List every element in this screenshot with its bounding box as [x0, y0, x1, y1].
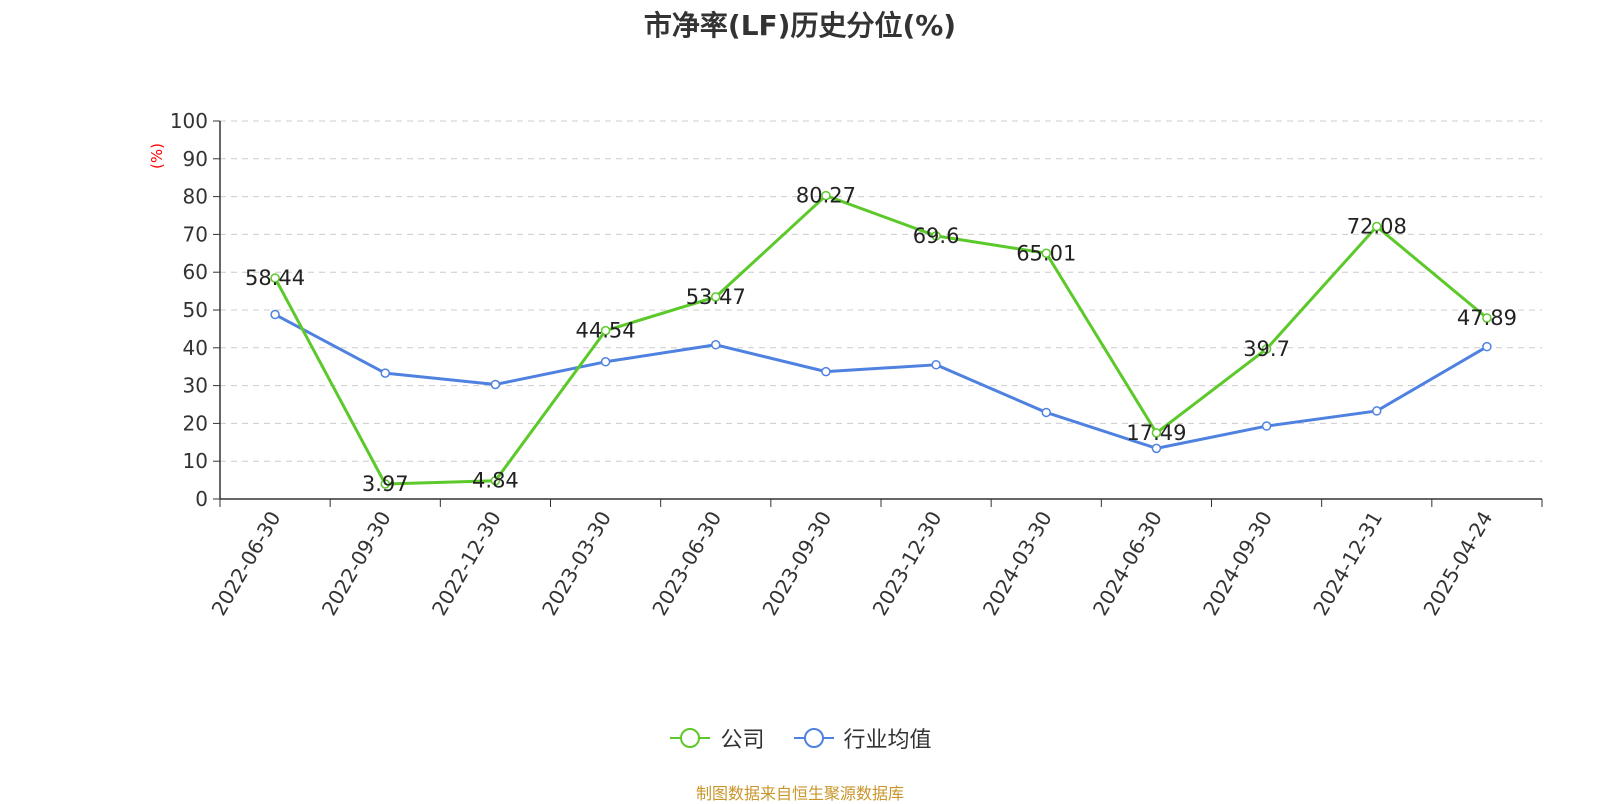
data-point	[1372, 406, 1382, 416]
legend-industry-marker-icon	[793, 728, 834, 748]
y-tick-label: 50	[183, 298, 208, 322]
data-label: 53.47	[686, 285, 746, 309]
x-tick-label: 2023-06-30	[647, 507, 726, 620]
data-label: 17.49	[1126, 421, 1186, 445]
data-point	[1151, 428, 1162, 438]
data-point	[931, 231, 941, 241]
data-point	[711, 340, 721, 350]
data-label: 80.27	[796, 184, 856, 208]
data-point	[1482, 341, 1492, 352]
y-axis-label: (%)	[148, 143, 166, 169]
data-point	[1261, 344, 1272, 354]
data-point	[600, 357, 611, 367]
legend: 公司 行业均值	[0, 722, 1600, 756]
chart-title: 市净率(LF)历史分位(%)	[643, 9, 957, 42]
y-tick-label: 0	[195, 487, 208, 511]
data-point	[490, 475, 501, 486]
legend-label-company: 公司	[720, 728, 765, 753]
x-tick-label: 2022-06-30	[207, 507, 286, 620]
data-point	[1151, 443, 1162, 454]
data-label: 4.84	[472, 469, 519, 493]
y-tick-label: 20	[183, 411, 208, 435]
legend-company-marker-icon	[670, 728, 711, 748]
data-label: 3.97	[362, 472, 409, 496]
data-label: 65.01	[1016, 241, 1076, 265]
data-point	[1372, 221, 1382, 232]
data-point	[821, 190, 831, 201]
legend-item-industry-average[interactable]: 行业均值	[792, 722, 932, 754]
data-point	[600, 325, 611, 336]
data-point	[1041, 407, 1051, 418]
data-label: 58.44	[245, 266, 305, 290]
data-point	[380, 368, 390, 378]
y-tick-label: 30	[183, 374, 208, 398]
data-point	[1482, 313, 1492, 323]
x-tick-label: 2022-09-30	[317, 507, 396, 620]
y-tick-label: 10	[183, 449, 208, 473]
data-point	[270, 273, 280, 283]
x-tick-label: 2022-12-30	[427, 507, 506, 620]
data-point	[380, 479, 390, 489]
data-point	[490, 379, 501, 390]
legend-item-company[interactable]: 公司	[668, 722, 765, 754]
x-tick-label: 2024-09-30	[1198, 507, 1277, 620]
x-tick-label: 2024-03-30	[978, 507, 1057, 620]
data-label: 44.54	[576, 319, 636, 343]
x-tick-label: 2024-06-30	[1088, 507, 1167, 620]
y-tick-label: 80	[183, 185, 208, 209]
data-point	[711, 292, 721, 302]
data-label: 69.6	[913, 224, 960, 248]
x-tick-label: 2024-12-31	[1308, 507, 1387, 620]
x-tick-label: 2023-03-30	[537, 507, 616, 620]
y-tick-label: 40	[183, 336, 208, 360]
y-tick-label: 90	[183, 147, 208, 171]
y-tick-label: 100	[170, 109, 208, 133]
data-label: 72.08	[1347, 215, 1407, 239]
data-point	[270, 309, 280, 320]
x-tick-label: 2023-12-30	[868, 507, 947, 620]
data-point	[1261, 421, 1272, 431]
x-tick-label: 2025-04-24	[1418, 507, 1497, 620]
data-point	[931, 360, 941, 370]
series-line	[274, 313, 1488, 450]
y-tick-label: 70	[183, 222, 208, 246]
data-point	[821, 366, 831, 377]
legend-label-industry-average: 行业均值	[843, 728, 932, 753]
x-tick-label: 2023-09-30	[757, 507, 836, 620]
data-source-note: 制图数据来自恒生聚源数据库	[695, 784, 904, 803]
data-label: 39.7	[1243, 337, 1290, 361]
series-line	[273, 194, 1488, 486]
data-label: 47.89	[1457, 306, 1517, 330]
y-tick-label: 60	[183, 260, 208, 284]
data-point	[1041, 248, 1051, 259]
